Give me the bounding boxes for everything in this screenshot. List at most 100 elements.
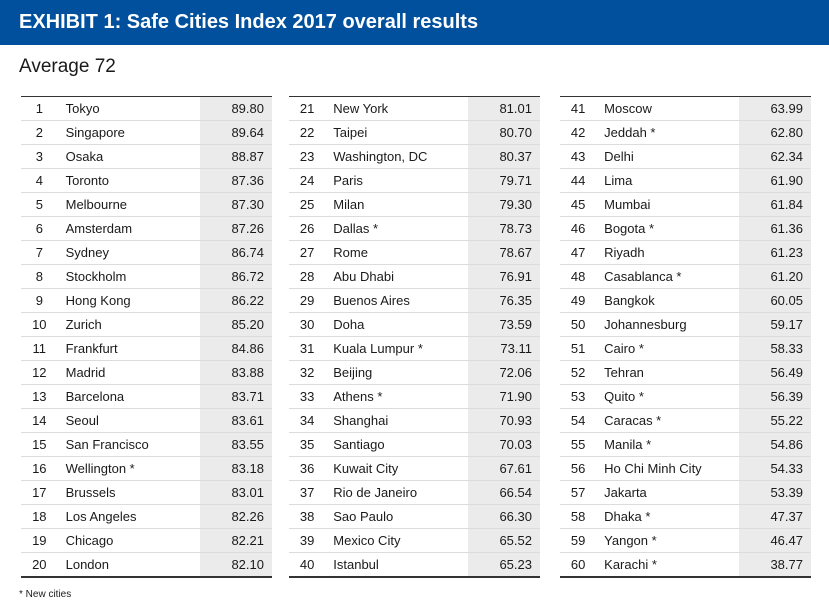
score-cell: 61.20	[739, 264, 811, 289]
score-cell: 82.26	[199, 504, 272, 529]
score-cell: 61.84	[739, 192, 811, 217]
rank-cell: 1	[21, 96, 58, 121]
rank-cell: 7	[21, 240, 58, 265]
rank-cell: 40	[299, 557, 315, 572]
table-row: 8 Stockholm 86.72	[21, 264, 272, 289]
table-row: 40 Istanbul 65.23	[289, 552, 540, 577]
table-row: 13 Barcelona 83.71	[21, 384, 272, 409]
score-cell: 81.01	[468, 96, 540, 121]
city-cell: Sydney	[57, 240, 200, 265]
score-cell: 54.86	[739, 432, 811, 457]
table-row: 54 Caracas * 55.22	[560, 408, 811, 433]
table-row: 34 Shanghai 70.93	[289, 408, 540, 433]
score-cell: 87.26	[199, 216, 272, 241]
city-cell: Seoul	[57, 408, 200, 433]
city-cell: Jeddah *	[596, 120, 740, 145]
rank-cell: 15	[21, 432, 58, 457]
city-cell: Athens *	[325, 384, 469, 409]
table-row: 39 Mexico City 65.52	[289, 528, 540, 553]
score-cell: 58.33	[739, 336, 811, 361]
table-row: 32 Beijing 72.06	[289, 360, 540, 385]
table-row: 18 Los Angeles 82.26	[21, 504, 272, 529]
city-cell: Dhaka *	[596, 504, 740, 529]
city-cell: Sao Paulo	[325, 504, 469, 529]
rank-cell: 59	[560, 528, 597, 553]
table-row: 28 Abu Dhabi 76.91	[289, 264, 540, 289]
rank-cell: 37	[289, 480, 326, 505]
rank-cell: 27	[289, 240, 326, 265]
table-row: 29 Buenos Aires 76.35	[289, 288, 540, 313]
table-row: 59 Yangon * 46.47	[560, 528, 811, 553]
score-cell: 83.18	[199, 456, 272, 481]
score-cell: 56.39	[739, 384, 811, 409]
rank-cell: 9	[21, 288, 58, 313]
rank-cell: 10	[21, 312, 58, 337]
table-row: 41 Moscow 63.99	[560, 96, 811, 121]
table-row: 12 Madrid 83.88	[21, 360, 272, 385]
table-row: 47 Riyadh 61.23	[560, 240, 811, 265]
city-cell: San Francisco	[57, 432, 200, 457]
table-row: 53 Quito * 56.39	[560, 384, 811, 409]
rank-cell: 32	[289, 360, 326, 385]
rank-cell: 8	[21, 264, 58, 289]
score-cell: 83.88	[199, 360, 272, 385]
score-cell: 86.22	[199, 288, 272, 313]
rank-cell: 23	[289, 144, 326, 169]
city-cell: Buenos Aires	[325, 288, 469, 313]
table-row: 3 Osaka 88.87	[21, 144, 272, 169]
city-cell: Los Angeles	[57, 504, 200, 529]
score-cell: 56.49	[739, 360, 811, 385]
rank-cell: 28	[289, 264, 326, 289]
table-row: 10 Zurich 85.20	[21, 312, 272, 337]
rank-cell: 55	[560, 432, 597, 457]
rank-cell: 31	[289, 336, 326, 361]
city-cell: Casablanca *	[596, 264, 740, 289]
table-row: 19 Chicago 82.21	[21, 528, 272, 553]
table-row: 51 Cairo * 58.33	[560, 336, 811, 361]
rank-cell: 44	[560, 168, 597, 193]
rank-cell: 38	[289, 504, 326, 529]
rank-cell: 35	[289, 432, 326, 457]
table-row: 2 Singapore 89.64	[21, 120, 272, 145]
rank-cell: 53	[560, 384, 597, 409]
city-cell: Johannesburg	[596, 312, 740, 337]
city-cell: Rome	[325, 240, 469, 265]
results-column-2: 21 New York 81.01 22 Taipei 80.70 23 Washington…	[289, 96, 540, 578]
score-cell: 86.72	[199, 264, 272, 289]
new-cities-footnote: * New cities	[19, 589, 72, 600]
rank-cell: 22	[289, 120, 326, 145]
city-cell: Wellington *	[57, 456, 200, 481]
score-cell: 86.74	[199, 240, 272, 265]
rank-cell: 45	[560, 192, 597, 217]
city-cell: Toronto	[57, 168, 200, 193]
table-row: 36 Kuwait City 67.61	[289, 456, 540, 481]
table-row: 16 Wellington * 83.18	[21, 456, 272, 481]
table-row: 4 Toronto 87.36	[21, 168, 272, 193]
score-cell: 73.59	[468, 312, 540, 337]
rank-cell: 39	[289, 528, 326, 553]
city-cell: Mexico City	[325, 528, 469, 553]
city-cell: Amsterdam	[57, 216, 200, 241]
score-cell: 89.80	[199, 96, 272, 121]
score-cell: 46.47	[739, 528, 811, 553]
table-row: 60 Karachi * 38.77	[560, 552, 811, 577]
rank-cell: 58	[560, 504, 597, 529]
score-cell: 70.03	[468, 432, 540, 457]
city-cell: Cairo *	[596, 336, 740, 361]
results-column-3: 41 Moscow 63.99 42 Jeddah * 62.80 43 Delhi 62.34…	[560, 96, 811, 578]
score-cell: 78.73	[468, 216, 540, 241]
table-row: 23 Washington, DC 80.37	[289, 144, 540, 169]
city-cell: Istanbul	[333, 557, 379, 572]
city-cell: Brussels	[57, 480, 200, 505]
exhibit-header: EXHIBIT 1: Safe Cities Index 2017 overal…	[0, 0, 829, 45]
results-table-2: 21 New York 81.01 22 Taipei 80.70 23 Washington…	[289, 96, 540, 578]
city-cell: Bangkok	[596, 288, 740, 313]
table-row: 1 Tokyo 89.80	[21, 96, 272, 121]
city-cell: Caracas *	[596, 408, 740, 433]
city-cell: Shanghai	[325, 408, 469, 433]
rank-cell: 41	[560, 96, 597, 121]
score-cell: 54.33	[739, 456, 811, 481]
score-cell: 62.34	[739, 144, 811, 169]
table-row: 7 Sydney 86.74	[21, 240, 272, 265]
rank-cell: 13	[21, 384, 58, 409]
